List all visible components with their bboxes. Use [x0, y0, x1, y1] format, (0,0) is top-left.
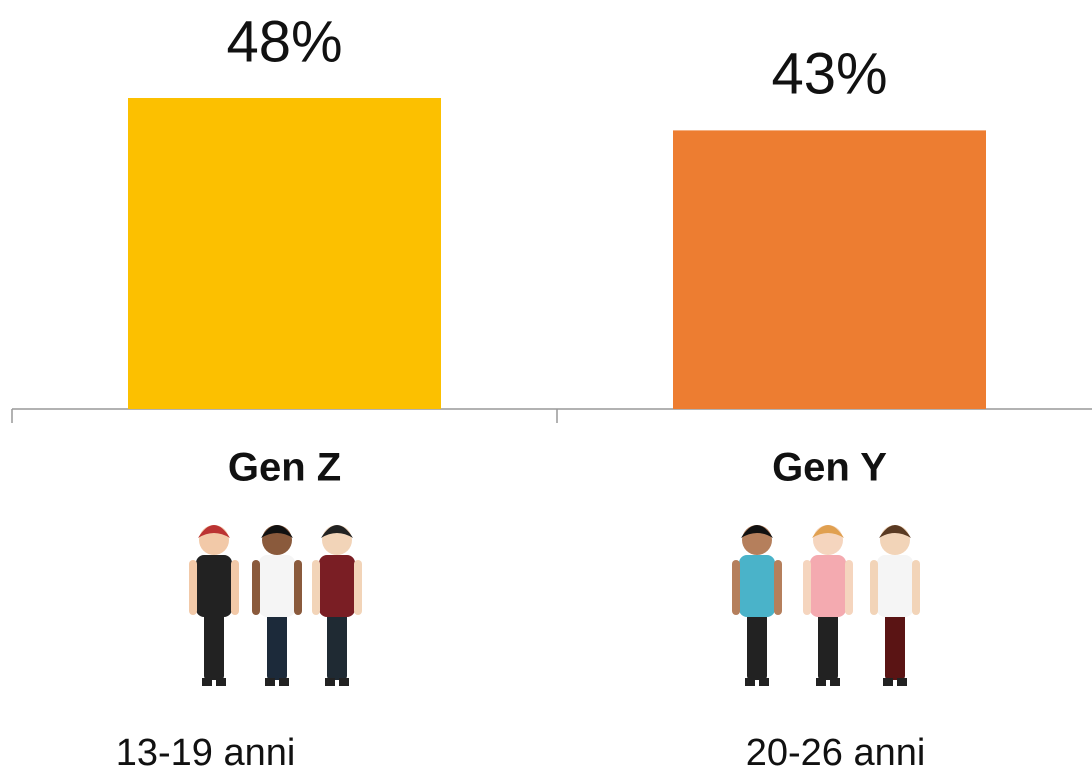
- shoe: [883, 678, 893, 686]
- arm: [252, 560, 260, 615]
- shoe: [279, 678, 289, 686]
- torso: [196, 555, 232, 617]
- shoe: [897, 678, 907, 686]
- arm: [312, 560, 320, 615]
- person-icon: [252, 525, 302, 686]
- hair: [321, 525, 353, 538]
- shoe: [202, 678, 212, 686]
- person-icon: [870, 525, 920, 686]
- shoe: [816, 678, 826, 686]
- bar: [673, 130, 986, 410]
- hair: [741, 525, 773, 538]
- hair: [198, 525, 230, 538]
- arm: [294, 560, 302, 615]
- arm: [912, 560, 920, 615]
- arm: [774, 560, 782, 615]
- arm: [231, 560, 239, 615]
- hair: [261, 525, 293, 538]
- legs: [818, 610, 838, 680]
- shoe: [830, 678, 840, 686]
- legs: [747, 610, 767, 680]
- legs: [267, 610, 287, 680]
- arm: [870, 560, 878, 615]
- legs: [204, 610, 224, 680]
- arm: [354, 560, 362, 615]
- shoe: [325, 678, 335, 686]
- age-range: 20-26 anni: [746, 732, 926, 773]
- torso: [319, 555, 355, 617]
- shoe: [216, 678, 226, 686]
- person-icon: [732, 525, 782, 686]
- value-label: 43%: [771, 42, 887, 107]
- legs: [327, 610, 347, 680]
- hair: [812, 525, 844, 538]
- person-icon: [803, 525, 853, 686]
- bar: [128, 98, 441, 409]
- arm: [845, 560, 853, 615]
- torso: [739, 555, 775, 617]
- category-label: Gen Y: [772, 446, 887, 490]
- torso: [877, 555, 913, 617]
- legs: [885, 610, 905, 680]
- category-label: Gen Z: [228, 446, 341, 490]
- shoe: [339, 678, 349, 686]
- shoe: [265, 678, 275, 686]
- shoe: [759, 678, 769, 686]
- value-label: 48%: [226, 9, 342, 74]
- person-icon: [312, 525, 362, 686]
- torso: [810, 555, 846, 617]
- shoe: [745, 678, 755, 686]
- person-icon: [189, 525, 239, 686]
- arm: [189, 560, 197, 615]
- arm: [732, 560, 740, 615]
- age-range: 13-19 anni: [116, 732, 296, 773]
- hair: [879, 525, 911, 538]
- arm: [803, 560, 811, 615]
- torso: [259, 555, 295, 617]
